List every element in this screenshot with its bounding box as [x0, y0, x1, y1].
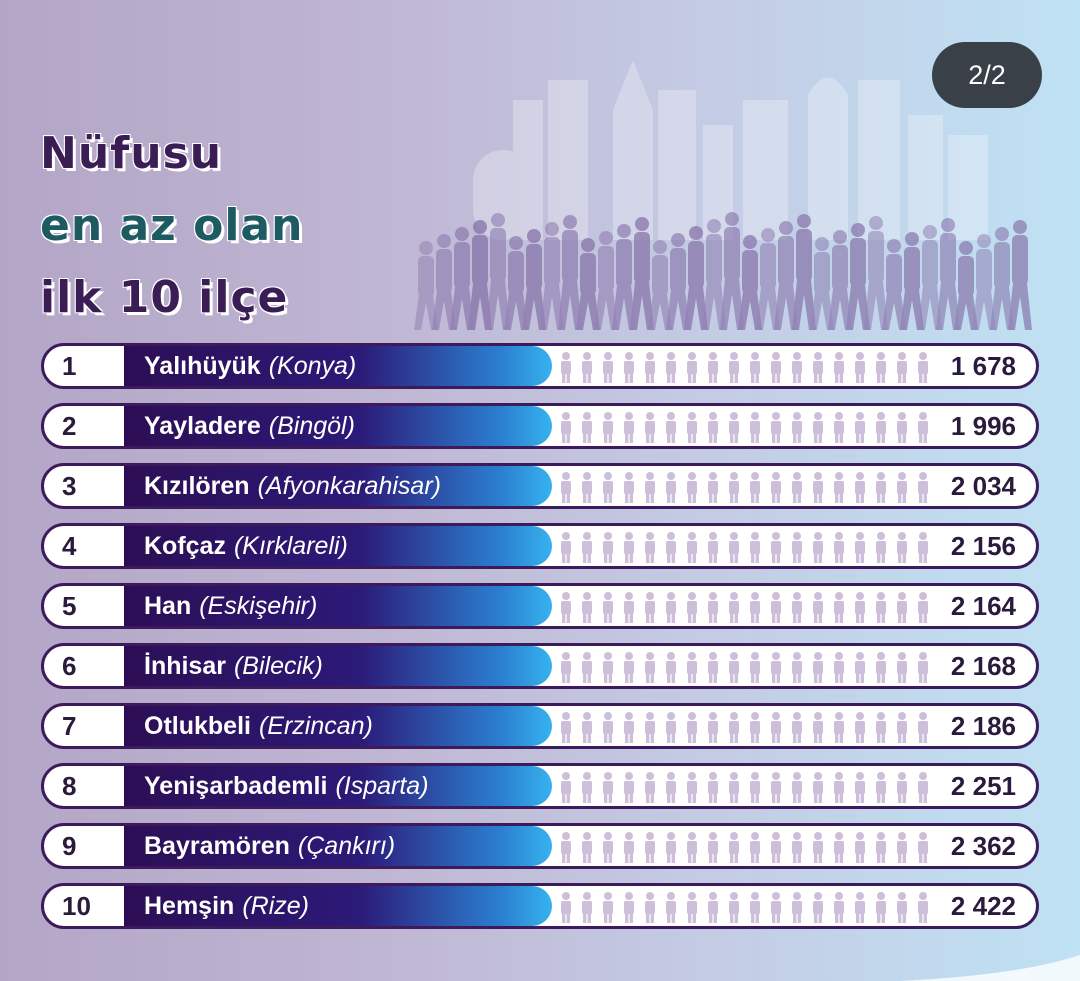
decorative-swoosh — [900, 955, 1080, 981]
district-bar: Kızılören (Afyonkarahisar) — [124, 466, 552, 506]
population-value: 1 996 — [950, 410, 1016, 441]
person-icon-row — [561, 532, 928, 563]
district-name: Han — [144, 591, 192, 620]
district-bar: Yayladere (Bingöl) — [124, 406, 552, 446]
table-row: 2 Yayladere (Bingöl) 1 996 — [41, 403, 1039, 449]
person-icon-row — [561, 712, 928, 743]
person-icon-row — [561, 652, 928, 683]
table-row: 6 İnhisar (Bilecik) 2 168 — [41, 643, 1039, 689]
province-name: (Bilecik) — [233, 651, 323, 680]
population-value: 2 251 — [950, 770, 1016, 801]
district-bar: Han (Eskişehir) — [124, 586, 552, 626]
table-row: 5 Han (Eskişehir) 2 164 — [41, 583, 1039, 629]
population-value: 2 362 — [950, 830, 1016, 861]
province-name: (Afyonkarahisar) — [257, 471, 441, 500]
population-value: 2 186 — [950, 710, 1016, 741]
rank-number: 3 — [62, 470, 77, 501]
district-name: Yenişarbademli — [144, 771, 328, 800]
table-row: 3 Kızılören (Afyonkarahisar) 2 034 — [41, 463, 1039, 509]
rank-number: 8 — [62, 770, 77, 801]
population-value: 2 168 — [950, 650, 1016, 681]
province-name: (Konya) — [268, 351, 357, 380]
district-bar: Yenişarbademli (Isparta) — [124, 766, 552, 806]
district-bar: Otlukbeli (Erzincan) — [124, 706, 552, 746]
rank-number: 6 — [62, 650, 77, 681]
title-line-1: Nüfusu — [40, 128, 223, 179]
rank-number: 4 — [62, 530, 77, 561]
population-value: 2 156 — [950, 530, 1016, 561]
province-name: (Isparta) — [335, 771, 429, 800]
table-row: 7 Otlukbeli (Erzincan) 2 186 — [41, 703, 1039, 749]
crowd-skyline-illustration — [414, 60, 1032, 330]
rank-number: 2 — [62, 410, 77, 441]
rank-number: 7 — [62, 710, 77, 741]
rank-number: 5 — [62, 590, 77, 621]
district-name: Kofçaz — [144, 531, 226, 560]
table-row: 8 Yenişarbademli (Isparta) 2 251 — [41, 763, 1039, 809]
city-skyline — [473, 60, 988, 240]
district-bar: Bayramören (Çankırı) — [124, 826, 552, 866]
district-name: Bayramören — [144, 831, 290, 860]
person-icon-row — [561, 832, 928, 863]
district-name: Kızılören — [144, 471, 250, 500]
rank-number: 9 — [62, 830, 77, 861]
person-icon-row — [561, 592, 928, 623]
province-name: (Kırklareli) — [233, 531, 348, 560]
district-name: Yayladere — [144, 411, 261, 440]
province-name: (Rize) — [242, 891, 309, 920]
title-line-3: ilk 10 ilçe — [40, 272, 289, 323]
district-bar: Hemşin (Rize) — [124, 886, 552, 926]
population-value: 2 034 — [950, 470, 1016, 501]
population-value: 2 422 — [950, 890, 1016, 921]
rank-number: 1 — [62, 350, 77, 381]
district-name: Otlukbeli — [144, 711, 251, 740]
population-value: 1 678 — [950, 350, 1016, 381]
person-icon-row — [561, 352, 928, 383]
person-icon-row — [561, 412, 928, 443]
district-name: İnhisar — [144, 651, 226, 680]
province-name: (Erzincan) — [258, 711, 373, 740]
population-value: 2 164 — [950, 590, 1016, 621]
rank-number: 10 — [62, 890, 91, 921]
title-line-2: en az olan — [40, 200, 304, 251]
district-bar: İnhisar (Bilecik) — [124, 646, 552, 686]
page-title: Nüfusu en az olan ilk 10 ilçe — [40, 118, 303, 334]
province-name: (Bingöl) — [268, 411, 355, 440]
table-row: 1 Yalıhüyük (Konya) 1 678 — [41, 343, 1039, 389]
person-icon-row — [561, 472, 928, 503]
table-row: 10 Hemşin (Rize) 2 422 — [41, 883, 1039, 929]
province-name: (Çankırı) — [297, 831, 396, 860]
page-indicator[interactable]: 2/2 — [932, 42, 1042, 108]
district-bar: Yalıhüyük (Konya) — [124, 346, 552, 386]
table-row: 9 Bayramören (Çankırı) 2 362 — [41, 823, 1039, 869]
district-name: Hemşin — [144, 891, 235, 920]
person-icon-row — [561, 772, 928, 803]
district-bar: Kofçaz (Kırklareli) — [124, 526, 552, 566]
person-icon-row — [561, 892, 928, 923]
table-row: 4 Kofçaz (Kırklareli) 2 156 — [41, 523, 1039, 569]
district-name: Yalıhüyük — [144, 351, 261, 380]
crowd-silhouette — [414, 212, 1032, 330]
province-name: (Eskişehir) — [199, 591, 318, 620]
